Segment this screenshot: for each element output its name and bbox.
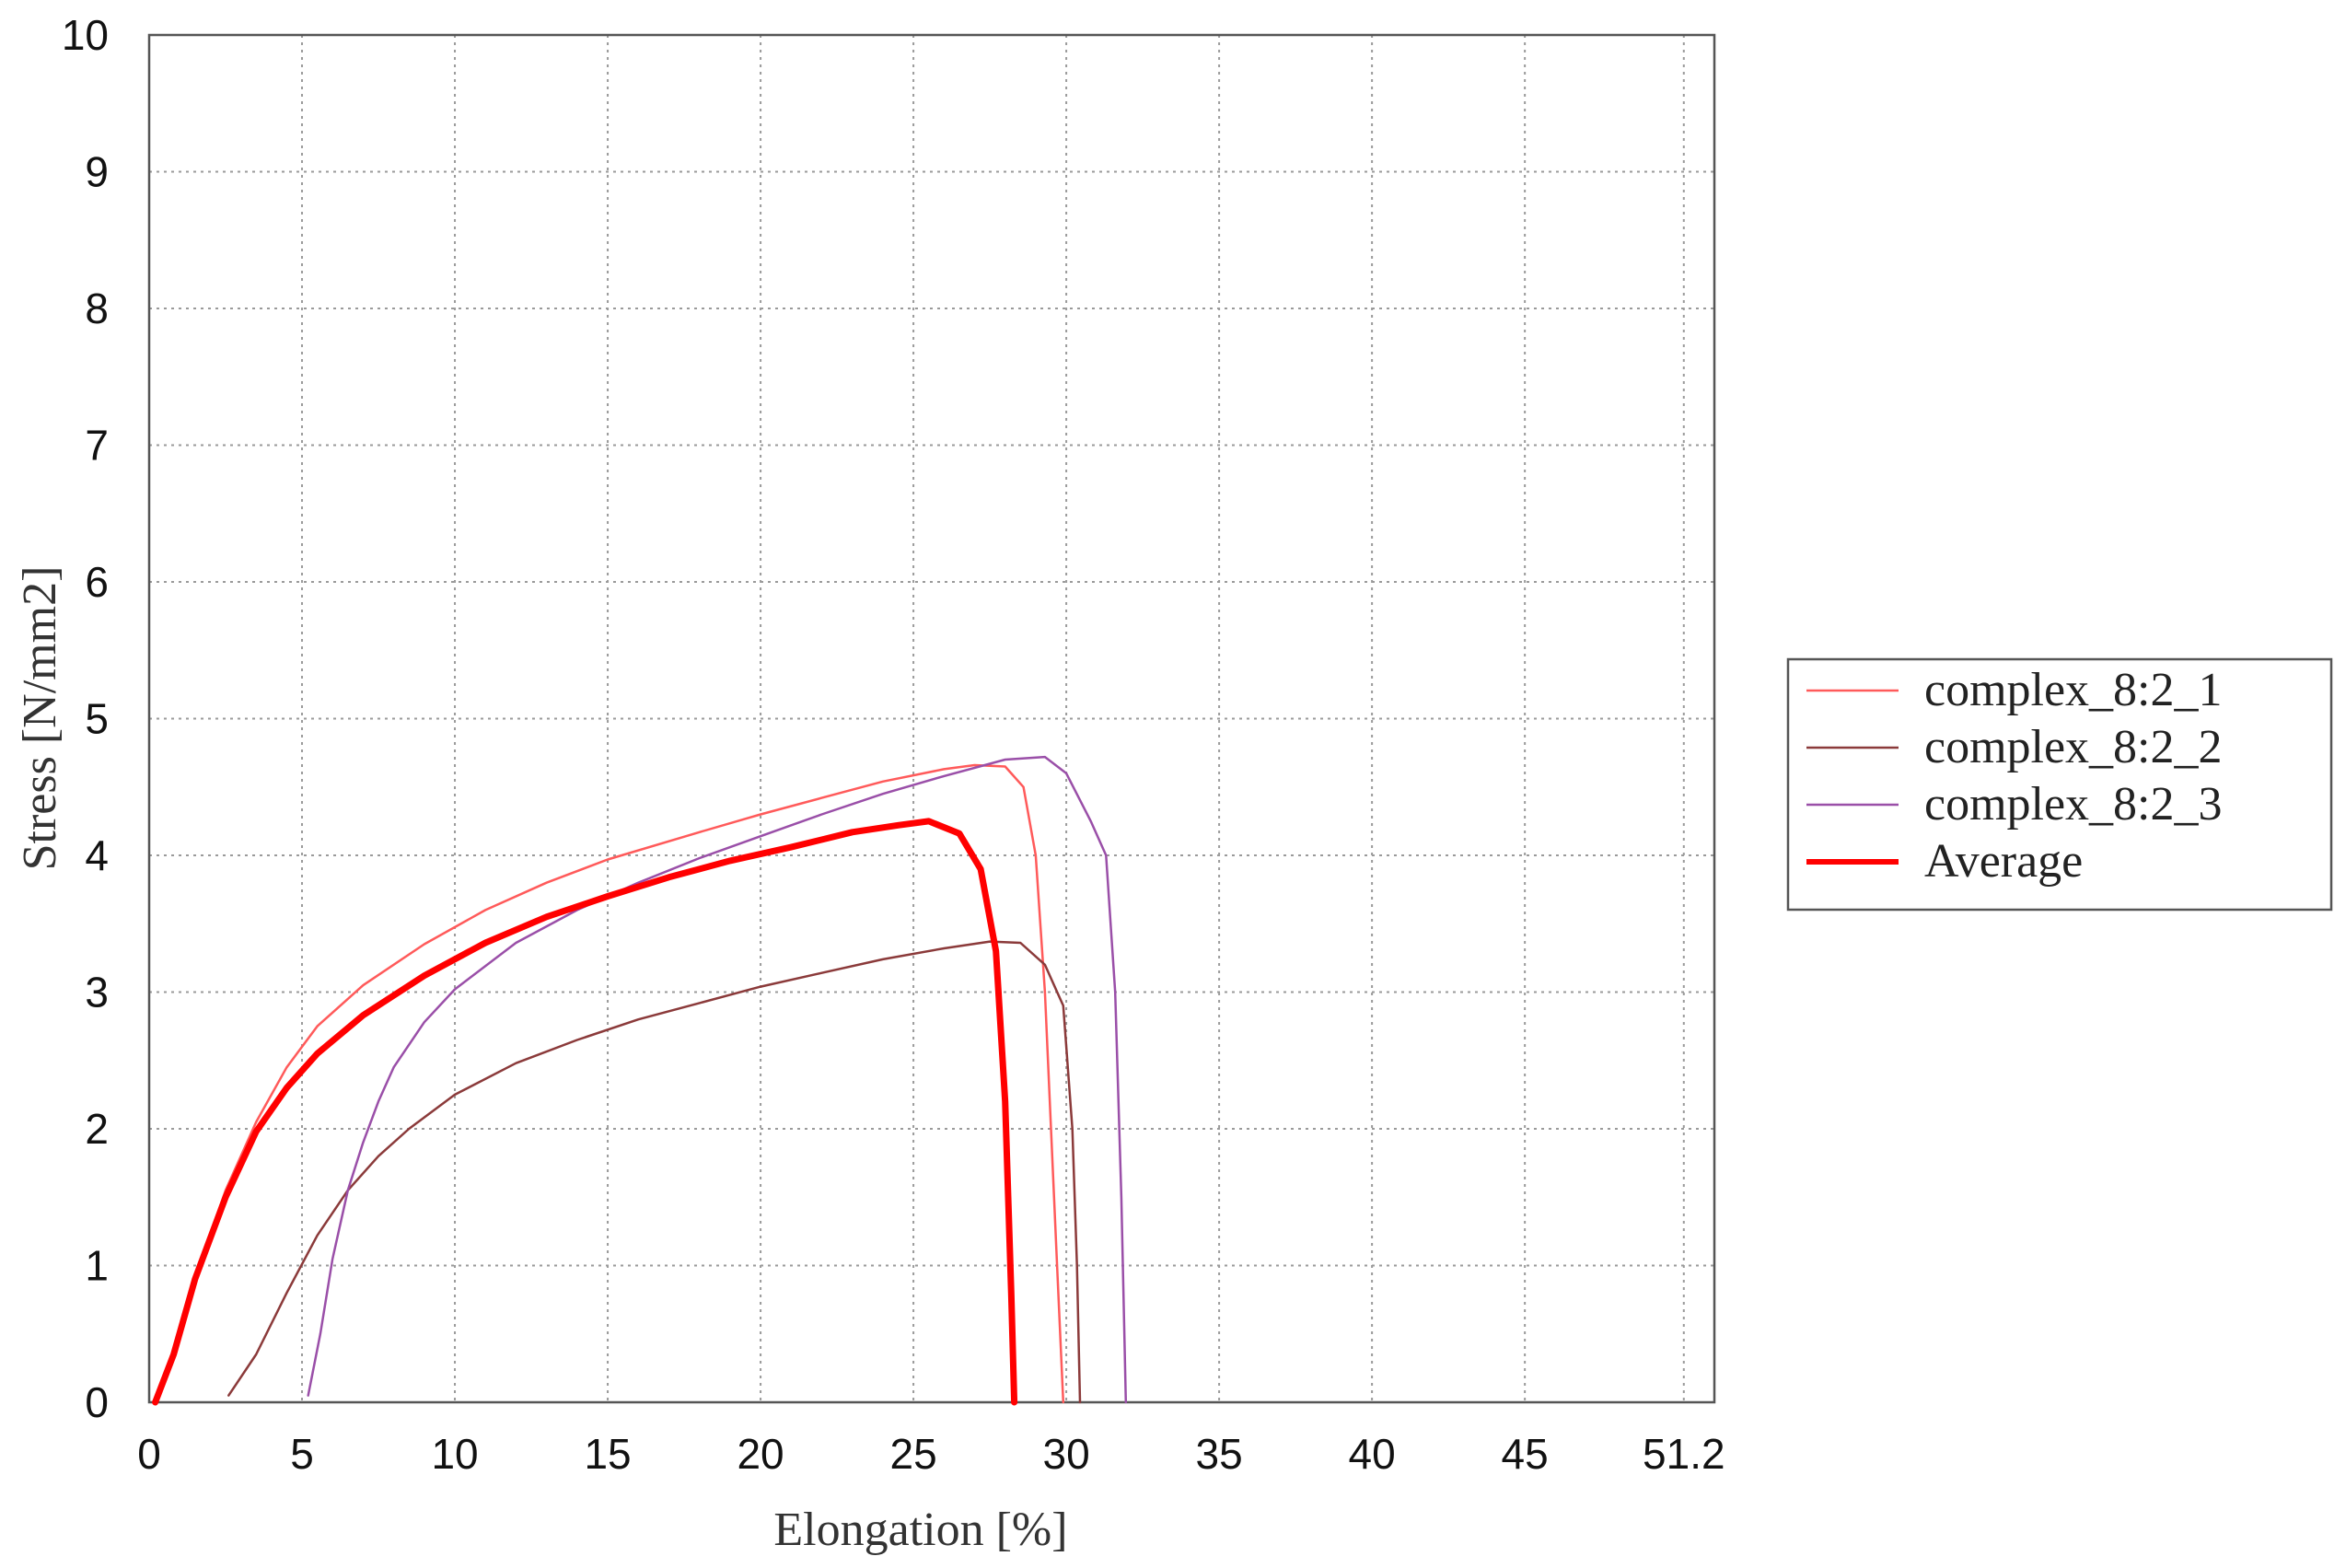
y-tick-label: 10 (62, 11, 109, 59)
legend-box (1786, 657, 2333, 912)
series-line-3 (307, 755, 1128, 1404)
x-tick-label: 45 (1502, 1430, 1549, 1478)
y-tick-labels: 0 1 2 3 4 5 6 7 8 9 10 (62, 11, 109, 1426)
series-lines (152, 755, 1128, 1406)
legend: complex_8:2_1complex_8:2_2complex_8:2_3A… (1786, 657, 2333, 912)
legend-label: Average (1924, 835, 2083, 888)
plot-frame (147, 33, 1716, 1404)
x-axis-title: Elongation [%] (773, 1504, 1067, 1556)
y-tick-label: 4 (85, 831, 109, 879)
x-tick-labels: 0 5 10 15 20 25 30 35 40 45 51.2 (137, 1430, 1725, 1478)
y-axis-title: Stress [N/mm2] (14, 566, 66, 871)
y-tick-label: 8 (85, 285, 109, 332)
series-line-1 (154, 763, 1065, 1404)
y-tick-label: 0 (85, 1378, 109, 1426)
x-tick-label: 51.2 (1643, 1430, 1725, 1478)
x-tick-label: 35 (1196, 1430, 1243, 1478)
legend-label: complex_8:2_1 (1924, 664, 2223, 716)
x-tick-label: 30 (1043, 1430, 1090, 1478)
series-line-4 (152, 818, 1018, 1406)
y-tick-label: 3 (85, 969, 109, 1016)
y-tick-label: 6 (85, 558, 109, 606)
x-tick-label: 40 (1349, 1430, 1396, 1478)
x-tick-label: 15 (584, 1430, 631, 1478)
x-tick-label: 5 (290, 1430, 314, 1478)
y-tick-label: 2 (85, 1105, 109, 1153)
x-tick-label: 20 (737, 1430, 784, 1478)
y-tick-label: 5 (85, 695, 109, 743)
series-line-2 (227, 940, 1082, 1404)
y-tick-label: 1 (85, 1242, 109, 1290)
legend-label: complex_8:2_3 (1924, 778, 2223, 830)
grid-lines (149, 34, 1714, 1402)
x-tick-label: 10 (431, 1430, 478, 1478)
y-tick-label: 7 (85, 422, 109, 470)
x-tick-label: 25 (889, 1430, 936, 1478)
y-tick-label: 9 (85, 148, 109, 196)
legend-label: complex_8:2_2 (1924, 721, 2223, 773)
x-tick-label: 0 (137, 1430, 161, 1478)
